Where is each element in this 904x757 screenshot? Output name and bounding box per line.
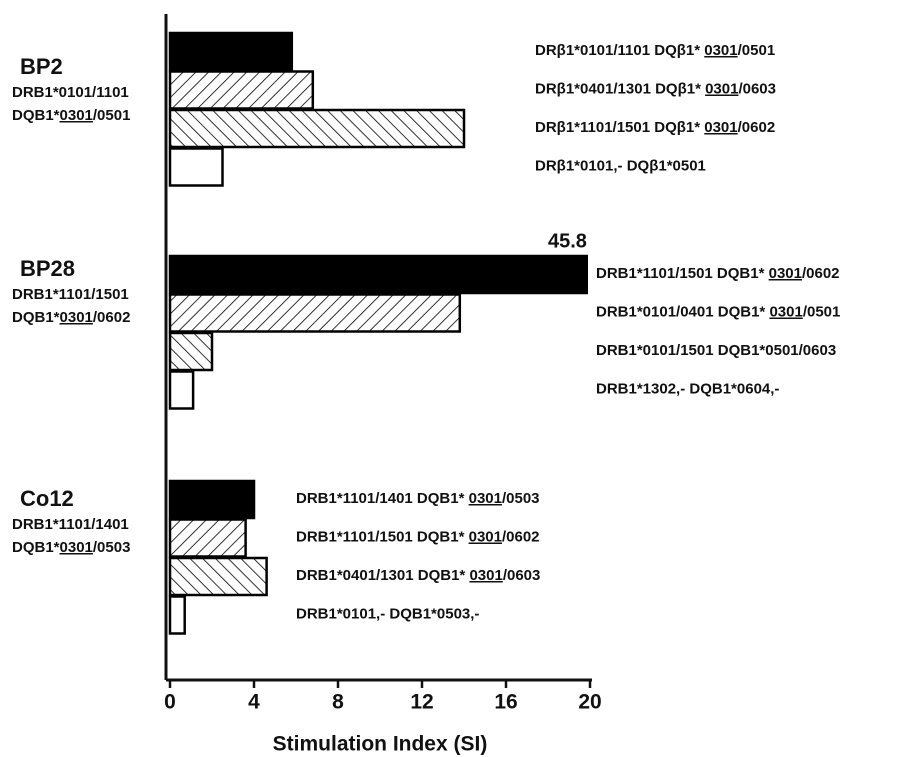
bar-label-part: DRB1*1101/1501 DQB1*: [296, 528, 469, 545]
group-allele-part: 0301: [60, 309, 93, 326]
group-allele: DRB1*1101/1401: [12, 516, 129, 533]
group-allele: DQB1*0301/0602: [12, 309, 130, 326]
bar: [168, 518, 247, 558]
group-allele-part: DRB1*1101/1401: [12, 516, 129, 533]
bar-label-part: DRB1*0401/1301 DQB1*: [296, 567, 469, 584]
group-allele-part: 0301: [60, 539, 93, 556]
bar-label-part: DRβ1*0101/1101 DQβ1*: [535, 42, 704, 59]
group-allele-part: 0301: [60, 107, 93, 124]
value-label: 45.8: [548, 230, 587, 252]
bar-label-part: /0603: [738, 80, 776, 97]
bar-label-part: DRB1*1302,- DQB1*0604,-: [596, 380, 779, 397]
bar-label-part: DRβ1*0101,- DQβ1*0501: [535, 157, 706, 174]
bar-label-part: 0301: [705, 80, 738, 97]
group-allele-part: DQB1*: [12, 539, 60, 556]
bar-label-part: 0301: [769, 303, 802, 320]
group-allele-part: /0501: [93, 107, 131, 124]
bar-label-part: /0501: [738, 42, 776, 59]
bar-label-part: /0602: [738, 119, 776, 136]
bar-label: DRβ1*0101/1101 DQβ1* 0301/0501: [535, 42, 775, 59]
x-axis-title: Stimulation Index (SI): [273, 733, 488, 756]
bar-label-part: DRβ1*1101/1501 DQβ1*: [535, 119, 704, 136]
bar-label: DRB1*0401/1301 DQB1* 0301/0603: [296, 567, 540, 584]
x-tick-label: 4: [248, 691, 260, 714]
bar-label-part: 0301: [469, 528, 502, 545]
bar: [168, 370, 195, 410]
group-allele-part: /0503: [93, 539, 131, 556]
bar-label-part: /0501: [803, 303, 841, 320]
x-tick-label: 0: [164, 691, 176, 714]
bar: [168, 108, 466, 149]
bar-label-part: DRB1*0101,- DQB1*0503,-: [296, 605, 479, 622]
bar-label: DRB1*0101/1501 DQB1*0501/0603: [596, 342, 836, 359]
bar-label-part: /0602: [502, 528, 540, 545]
bars: [168, 31, 588, 635]
bar-label-part: DRB1*1101/1501 DQB1*: [596, 265, 769, 282]
bar-label-part: 0301: [704, 119, 737, 136]
bar-label-part: /0602: [802, 265, 840, 282]
bar-label: DRβ1*1101/1501 DQβ1* 0301/0602: [535, 119, 775, 136]
bar-label-part: 0301: [769, 265, 802, 282]
group-allele-part: DRB1*1101/1501: [12, 286, 129, 303]
bar: [168, 479, 256, 520]
bar: [168, 556, 268, 597]
bar-label-part: 0301: [704, 42, 737, 59]
bar-label: DRB1*1302,- DQB1*0604,-: [596, 380, 779, 397]
bar: [168, 31, 294, 72]
group-allele-part: /0602: [93, 309, 131, 326]
bar: [168, 595, 186, 635]
bar-label-part: DRB1*1101/1401 DQB1*: [296, 490, 469, 507]
bar-label: DRβ1*0401/1301 DQβ1* 0301/0603: [535, 80, 776, 97]
bar-label: DRB1*1101/1501 DQB1* 0301/0602: [596, 265, 840, 282]
bar: [168, 331, 214, 372]
bar-label-part: 0301: [469, 490, 502, 507]
x-tick-label: 20: [578, 691, 601, 714]
bar: [168, 293, 462, 333]
x-tick-label: 16: [494, 691, 517, 714]
bar-label-part: /0603: [503, 567, 541, 584]
bar-label: DRB1*0101,- DQB1*0503,-: [296, 605, 479, 622]
bar-label-part: /0503: [502, 490, 540, 507]
bar-label-part: DRB1*0101/1501 DQB1*0501/0603: [596, 342, 836, 359]
bar: [168, 70, 315, 110]
group-label: BP28: [20, 256, 75, 281]
bar-label-part: 0301: [469, 567, 502, 584]
group-allele: DQB1*0301/0503: [12, 539, 130, 556]
x-tick-label: 12: [410, 691, 433, 714]
group-label: Co12: [20, 486, 74, 511]
group-label: BP2: [20, 54, 63, 79]
bar-label: DRβ1*0101,- DQβ1*0501: [535, 157, 706, 174]
group-allele: DQB1*0301/0501: [12, 107, 130, 124]
group-allele: DRB1*0101/1101: [12, 84, 129, 101]
bar-label-part: DRB1*0101/0401 DQB1*: [596, 303, 769, 320]
x-tick-label: 8: [332, 691, 344, 714]
group-allele-part: DRB1*0101/1101: [12, 84, 129, 101]
bar: [168, 254, 588, 295]
group-allele-part: DQB1*: [12, 309, 60, 326]
bar-label-part: DRβ1*0401/1301 DQβ1*: [535, 80, 705, 97]
bar-label: DRB1*1101/1501 DQB1* 0301/0602: [296, 528, 540, 545]
group-allele-part: DQB1*: [12, 107, 60, 124]
bar-label: DRB1*0101/0401 DQB1* 0301/0501: [596, 303, 840, 320]
bar-label: DRB1*1101/1401 DQB1* 0301/0503: [296, 490, 540, 507]
bar: [168, 147, 224, 187]
group-allele: DRB1*1101/1501: [12, 286, 129, 303]
